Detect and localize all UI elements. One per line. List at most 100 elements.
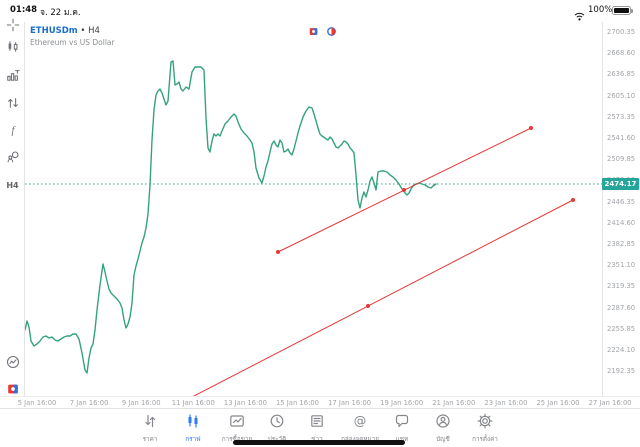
price-line-series <box>25 60 437 374</box>
status-date: จ. 22 ม.ค. <box>40 8 81 18</box>
symbol-description: Ethereum vs US Dollar <box>30 37 115 47</box>
trendline-handle <box>402 188 406 192</box>
quotes-icon <box>142 413 158 433</box>
price-axis-label: 2255.85 <box>607 324 636 333</box>
calendar-button[interactable] <box>0 378 25 400</box>
crosshair-button[interactable] <box>0 14 25 36</box>
indicators-button[interactable] <box>0 64 25 86</box>
time-axis-label: 9 Jan 16:00 <box>121 399 161 407</box>
nav-item-accounts[interactable]: บัญชี <box>415 413 471 444</box>
time-axis-label: 13 Jan 16:00 <box>223 399 267 407</box>
news-icon <box>309 413 325 433</box>
objects-icon <box>6 150 20 164</box>
bid-ask-arrows-icon <box>6 96 20 110</box>
nav-item-label: ข่าว <box>311 434 322 444</box>
calendar-event-flag-icon[interactable] <box>308 22 319 41</box>
trendline-handle <box>529 126 533 130</box>
nav-item-quotes[interactable]: ราคา <box>122 413 178 444</box>
accounts-icon <box>435 413 451 433</box>
nav-item-news[interactable]: ข่าว <box>289 413 345 444</box>
price-axis-label: 2605.10 <box>607 91 636 100</box>
price-axis-label: 2446.35 <box>607 197 636 206</box>
price-axis-label: 2414.60 <box>607 218 636 227</box>
crosshair-icon <box>6 18 20 32</box>
calendar-event-clock-icon[interactable] <box>326 22 337 41</box>
objects-button[interactable] <box>0 146 25 168</box>
nav-item-label: การตั้งค่า <box>472 436 498 443</box>
nav-item-label: แชท <box>396 434 408 444</box>
nav-item-label: บัญชี <box>436 436 450 443</box>
time-scale: 5 Jan 16:00 7 Jan 16:00 9 Jan 16:00 11 Jan … <box>0 396 640 408</box>
svg-text:f: f <box>11 126 16 137</box>
price-axis-label: 2382.85 <box>607 240 636 248</box>
function-icon: f <box>6 123 20 137</box>
time-axis-label: 21 Jan 16:00 <box>432 399 476 407</box>
time-axis-label: 23 Jan 16:00 <box>484 399 528 407</box>
history-icon <box>269 413 285 433</box>
trendline-handle <box>571 198 575 202</box>
trade-icon <box>229 413 245 433</box>
price-axis-label: 2351.10 <box>607 261 636 270</box>
chart-toolbar: f H4 <box>0 18 25 400</box>
time-axis-label: 25 Jan 16:00 <box>536 399 580 407</box>
time-axis-label: 5 Jan 16:00 <box>17 399 57 407</box>
function-button[interactable]: f <box>0 119 25 141</box>
current-price-badge: 2474.17 <box>602 178 639 190</box>
price-axis-label: 2636.85 <box>607 70 636 79</box>
market-pulse-icon <box>6 355 20 369</box>
timeframe-label: H4 <box>6 180 19 190</box>
event-markers <box>308 22 337 41</box>
battery-percent: 100% <box>588 5 613 15</box>
symbol-header: ETHUSDm • H4 Ethereum vs US Dollar <box>30 27 115 46</box>
time-axis-label: 27 Jan 16:00 <box>588 399 632 407</box>
timeframe-button[interactable]: H4 <box>0 174 25 196</box>
nav-item-label: ประวัติ <box>268 434 286 444</box>
nav-item-trade[interactable]: การซื้อขาย <box>209 413 265 444</box>
bid-ask-arrows-button[interactable] <box>0 92 25 114</box>
chart-type-icon <box>6 40 20 54</box>
nav-item-label: กราฟ <box>185 436 201 443</box>
trendline-handle <box>276 250 280 254</box>
price-axis-label: 2192.35 <box>607 367 636 376</box>
battery-icon <box>612 6 633 15</box>
trendline-2 <box>192 199 574 396</box>
price-axis-label: 2287.60 <box>607 303 636 312</box>
chart-icon <box>185 413 201 433</box>
nav-item-mailbox[interactable]: @ กล่องจดหมาย <box>332 413 388 444</box>
time-axis-label: 17 Jan 16:00 <box>328 399 372 407</box>
market-pulse-button[interactable] <box>0 351 25 373</box>
calendar-icon <box>6 382 20 396</box>
time-axis-label: 11 Jan 16:00 <box>171 399 215 407</box>
mailbox-icon: @ <box>352 413 368 433</box>
nav-item-history[interactable]: ประวัติ <box>249 413 305 444</box>
wifi-icon <box>574 6 585 25</box>
trendline-handle <box>366 304 370 308</box>
price-axis-label: 2668.60 <box>607 49 636 58</box>
price-axis-label: 2224.10 <box>607 346 636 354</box>
price-axis-label: 2573.35 <box>607 112 636 121</box>
price-chart[interactable] <box>25 22 602 396</box>
chat-icon <box>394 413 410 433</box>
status-bar: 01:48 จ. 22 ม.ค. 100% <box>0 0 640 22</box>
nav-item-chat[interactable]: แชท <box>374 413 430 444</box>
nav-item-label: ราคา <box>142 436 158 443</box>
time-axis-label: 7 Jan 16:00 <box>69 399 109 407</box>
svg-text:@: @ <box>354 413 367 428</box>
time-axis-label: 19 Jan 16:00 <box>380 399 424 407</box>
price-axis-label: 2509.85 <box>607 155 636 164</box>
indicators-icon <box>6 68 20 82</box>
home-indicator[interactable] <box>233 440 405 445</box>
nav-item-chart[interactable]: กราฟ <box>165 413 221 444</box>
nav-item-label: กล่องจดหมาย <box>341 434 379 444</box>
price-axis-label: 2700.35 <box>607 28 636 36</box>
price-axis-label: 2541.60 <box>607 134 636 142</box>
settings-icon <box>477 413 493 433</box>
clock-time: 01:48 <box>10 5 38 15</box>
price-axis-label: 2319.35 <box>607 282 636 291</box>
chart-type-button[interactable] <box>0 36 25 58</box>
symbol-name[interactable]: ETHUSDm <box>30 26 78 36</box>
nav-item-label: การซื้อขาย <box>222 434 252 444</box>
time-axis-label: 15 Jan 16:00 <box>275 399 320 407</box>
nav-item-settings[interactable]: การตั้งค่า <box>457 413 513 444</box>
